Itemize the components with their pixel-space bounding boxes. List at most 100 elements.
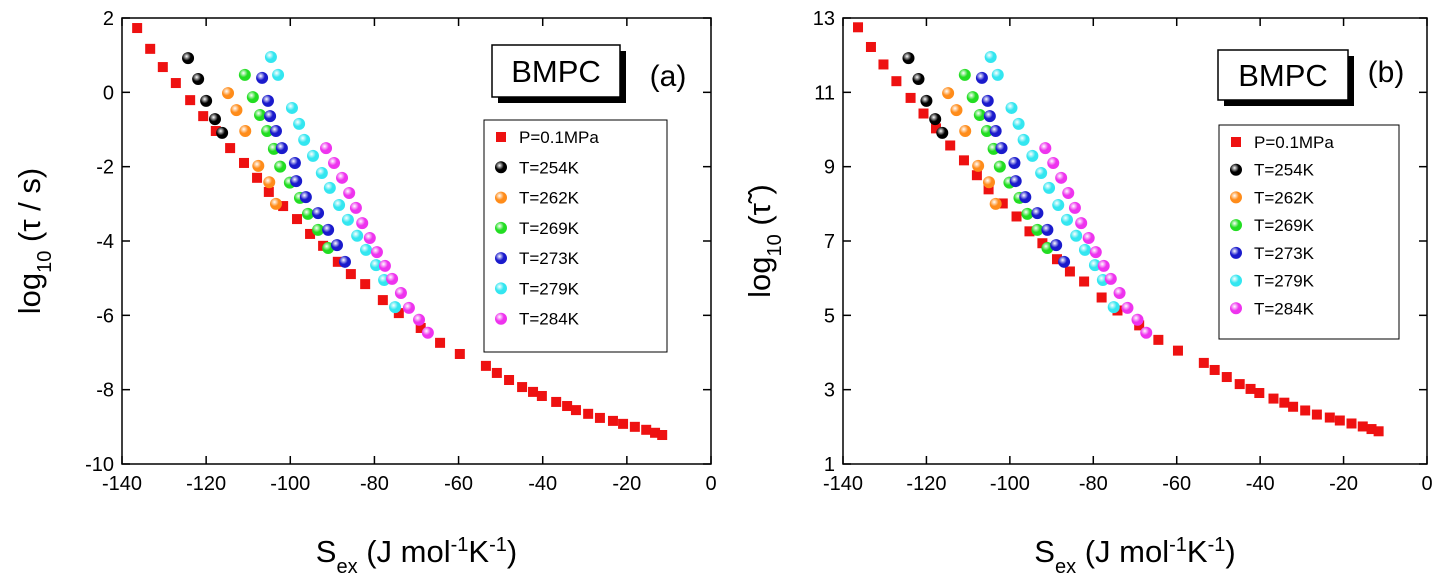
- data-point: [222, 87, 235, 100]
- data-point: [261, 124, 274, 137]
- data-point: [1062, 187, 1075, 200]
- data-point: [918, 108, 929, 119]
- data-point: [377, 295, 388, 306]
- data-point: [920, 94, 933, 107]
- data-point: [950, 104, 963, 117]
- data-point: [966, 91, 979, 104]
- x-tick-label: 0: [705, 473, 716, 495]
- data-point: [290, 175, 303, 188]
- data-point: [1357, 421, 1368, 432]
- data-point: [256, 71, 269, 84]
- y-tick-label: -6: [96, 305, 114, 327]
- legend-marker: [495, 161, 507, 174]
- data-point: [984, 51, 997, 64]
- data-point: [253, 109, 266, 122]
- data-point: [912, 72, 925, 85]
- data-point: [1140, 326, 1153, 339]
- data-point: [1279, 397, 1290, 408]
- data-point: [1061, 213, 1074, 226]
- legend-label: P=0.1MPa: [519, 128, 599, 147]
- data-point: [351, 229, 364, 242]
- data-point: [959, 124, 972, 137]
- label-part: -1: [489, 534, 507, 556]
- legend-marker: [1230, 191, 1242, 204]
- x-tick-label: -100: [270, 473, 310, 495]
- data-point: [958, 155, 969, 166]
- label-part: -1: [1208, 534, 1226, 556]
- data-point: [435, 337, 446, 348]
- data-point: [536, 390, 547, 401]
- data-point: [192, 72, 205, 85]
- annotation: BMPC: [1238, 58, 1328, 93]
- label-part: 10: [34, 251, 56, 273]
- panel-label: (a): [650, 60, 687, 93]
- data-point: [269, 124, 282, 137]
- legend-marker: [1230, 302, 1242, 315]
- data-point: [980, 124, 993, 137]
- data-point: [1052, 198, 1065, 211]
- panel-label: (b): [1368, 56, 1405, 89]
- data-point: [973, 109, 986, 122]
- data-point: [200, 94, 213, 107]
- data-point: [891, 76, 902, 87]
- data-point: [393, 308, 404, 319]
- data-point: [983, 110, 996, 123]
- label-part: ): [507, 534, 517, 569]
- data-point: [454, 348, 465, 359]
- data-point: [1031, 223, 1044, 236]
- data-point: [1245, 383, 1256, 394]
- label-part: (J mol: [358, 534, 451, 569]
- data-point: [989, 124, 1002, 137]
- data-point: [1012, 117, 1025, 130]
- label-part: -1: [451, 534, 469, 556]
- data-point: [981, 94, 994, 107]
- data-point: [336, 171, 349, 184]
- data-point: [246, 91, 259, 104]
- data-point: [1047, 156, 1060, 169]
- x-tick-label: -100: [990, 473, 1030, 495]
- legend-label: T=273K: [1254, 244, 1315, 263]
- data-point: [1009, 175, 1022, 188]
- data-point: [1153, 334, 1164, 345]
- data-point: [1131, 313, 1144, 326]
- legend-marker: [495, 252, 507, 265]
- legend-marker: [1230, 163, 1242, 176]
- data-point: [618, 418, 629, 429]
- data-point: [528, 386, 539, 397]
- data-point: [517, 382, 528, 393]
- data-point: [983, 176, 995, 189]
- data-point: [942, 87, 955, 100]
- legend-label: T=269K: [519, 219, 580, 238]
- data-point: [641, 424, 652, 435]
- data-point: [583, 408, 594, 419]
- legend-marker: [495, 191, 507, 204]
- data-point: [1031, 207, 1044, 220]
- data-point: [1075, 217, 1088, 230]
- y-tick-label: 5: [824, 305, 835, 327]
- data-point: [975, 71, 988, 84]
- legend-marker: [1230, 274, 1242, 287]
- legend-label: T=279K: [1254, 272, 1315, 291]
- y-tick-label: 3: [824, 380, 835, 402]
- data-point: [312, 207, 325, 220]
- data-point: [491, 367, 502, 378]
- label-part: log: [742, 257, 777, 298]
- data-point: [878, 59, 889, 70]
- y-tick-label: -2: [96, 157, 114, 179]
- data-point: [320, 142, 333, 155]
- data-point: [1254, 388, 1265, 399]
- label-part: ex: [1055, 556, 1076, 578]
- data-point: [551, 396, 562, 407]
- label-part: log: [12, 273, 47, 314]
- data-point: [1008, 156, 1021, 169]
- data-point: [413, 313, 426, 326]
- data-point: [389, 301, 402, 314]
- data-point: [991, 68, 1004, 81]
- data-point: [288, 156, 301, 169]
- data-point: [299, 191, 312, 204]
- data-point: [343, 187, 356, 200]
- x-tick-label: -20: [612, 473, 641, 495]
- x-tick-label: -80: [360, 473, 389, 495]
- data-point: [363, 232, 376, 245]
- data-point: [261, 94, 274, 107]
